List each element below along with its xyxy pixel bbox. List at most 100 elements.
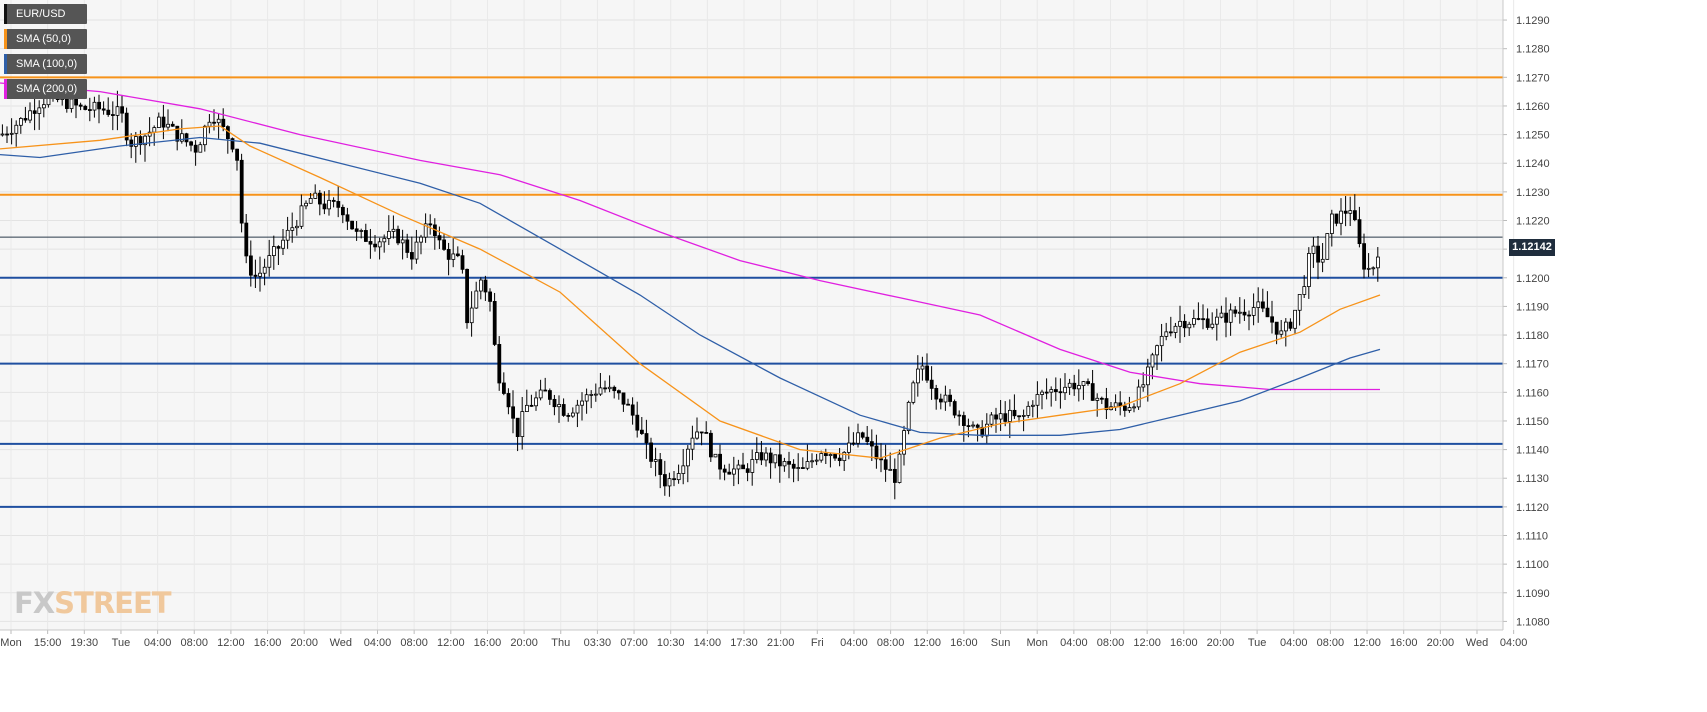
x-tick-label: Tue [112,637,131,649]
candle-body [520,411,525,438]
legend-eurusd[interactable]: EUR/USD [4,4,88,24]
candle-body [373,243,378,248]
candle-body [736,464,741,470]
candle-body [1215,316,1219,325]
candle-body [1086,381,1090,384]
x-tick-label: 03:30 [584,637,612,649]
candle-body [294,225,299,229]
fxstreet-logo: FXSTREET [14,586,172,620]
legend-sma-100[interactable]: SMA (100,0) [4,54,88,74]
candle-body [663,474,667,487]
candle-body [340,206,345,216]
x-tick-label: 20:00 [1427,637,1455,649]
candle-body [787,461,791,465]
candle-body [571,412,575,417]
candle-body [115,106,120,116]
candle-body [1307,253,1311,287]
candle-body [971,424,975,427]
candle-body [382,238,387,243]
candle-body [451,253,456,260]
candle-body [1330,213,1334,234]
candle-body [322,203,327,210]
candle-body [198,144,203,153]
candle-body [607,386,612,390]
x-tick-label: Fri [811,637,824,649]
candle-body [837,457,842,462]
candle-body [584,394,589,402]
legend-sma-50[interactable]: SMA (50,0) [4,29,88,49]
legend-label-eurusd: EUR/USD [16,8,66,20]
candle-body [1008,409,1012,422]
legend-label-sma-100: SMA (100,0) [16,58,78,70]
candle-body [1187,323,1192,329]
candle-body [814,459,819,462]
candle-body [262,266,267,274]
candle-body [658,459,663,475]
candle-body [354,228,359,232]
candle-body [791,463,796,469]
candle-body [957,414,962,417]
candle-body [1205,318,1210,328]
y-tick-label: 1.1110 [1516,531,1548,543]
candle-body [1077,385,1081,390]
candle-body [437,235,442,241]
candle-body [147,131,152,137]
candle-body [276,246,281,249]
candle-body [18,118,23,126]
x-tick-label: 04:00 [1280,637,1308,649]
y-tick-label: 1.1160 [1516,387,1549,399]
candle-body [764,452,768,461]
candle-body [819,453,824,461]
candle-body [1054,389,1058,393]
candle-body [506,393,511,408]
candle-body [580,400,584,406]
candle-body [860,432,865,438]
candle-body [1242,311,1247,316]
x-tick-label: 20:00 [510,637,538,649]
legend-sma-200[interactable]: SMA (200,0) [4,79,88,99]
candle-body [281,239,286,249]
candle-body [1090,383,1095,401]
logo-fx: FX [14,586,55,620]
candle-body [1178,320,1182,327]
candle-body [1357,219,1362,245]
candle-body [202,125,207,146]
candle-body [598,387,603,395]
candle-body [713,453,718,458]
x-tick-label: 04:00 [1060,637,1088,649]
candle-body [1003,413,1008,422]
candle-body [1284,321,1288,332]
candle-body [350,220,355,230]
candle-body [207,121,212,127]
x-tick-label: Mon [0,637,21,649]
legend-swatch-eurusd [4,4,7,24]
candle-body [469,307,474,324]
candle-body [1247,314,1251,317]
x-tick-label: 14:00 [694,637,722,649]
x-tick-label: 12:00 [1353,637,1381,649]
candle-body [299,205,304,227]
candle-body [290,227,295,231]
candle-body [97,101,101,110]
candle-body [966,425,971,427]
candle-body [271,246,276,256]
candle-body [603,387,607,390]
y-tick-label: 1.1190 [1516,301,1549,313]
candle-body [14,124,19,134]
candle-body [483,279,488,293]
candle-body [133,136,138,147]
candle-body [566,415,571,417]
candle-body [166,123,171,128]
candle-body [1141,384,1146,388]
candle-body [359,230,364,232]
candle-body [1228,309,1233,323]
candle-body [952,401,957,416]
candle-body [170,123,175,127]
candle-body [1173,325,1178,333]
candle-body [630,404,635,416]
candle-body [870,441,874,447]
candle-body [667,478,672,487]
candle-body [699,431,704,434]
candle-body [538,389,543,399]
